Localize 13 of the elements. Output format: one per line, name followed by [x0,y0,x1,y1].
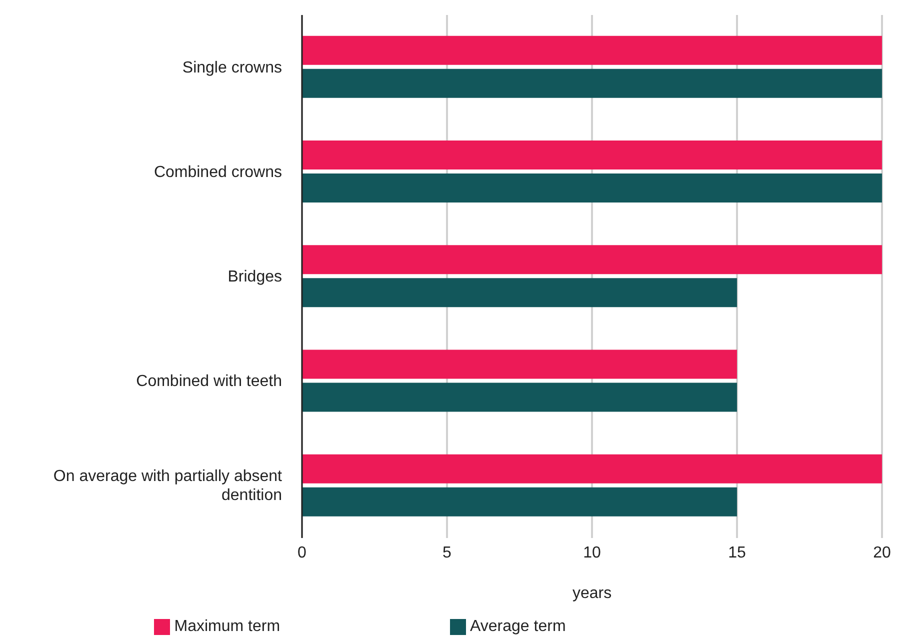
legend-label: Average term [470,618,566,635]
legend-label: Maximum term [174,618,280,635]
x-tick-label: 20 [873,544,891,562]
x-tick-label: 10 [583,544,601,562]
y-tick-label: Combined crowns [154,163,282,180]
x-tick-label: 5 [442,544,452,562]
y-tick-label: Combined with teeth [136,372,282,390]
y-tick-label: Single crowns [182,58,282,76]
x-tick-label: 0 [298,544,307,562]
y-tick-label: On average with partially absent dentition [53,468,283,504]
x-axis-title: years [572,585,612,602]
y-tick-label: Bridges [228,268,282,285]
x-tick-label: 15 [728,544,746,562]
